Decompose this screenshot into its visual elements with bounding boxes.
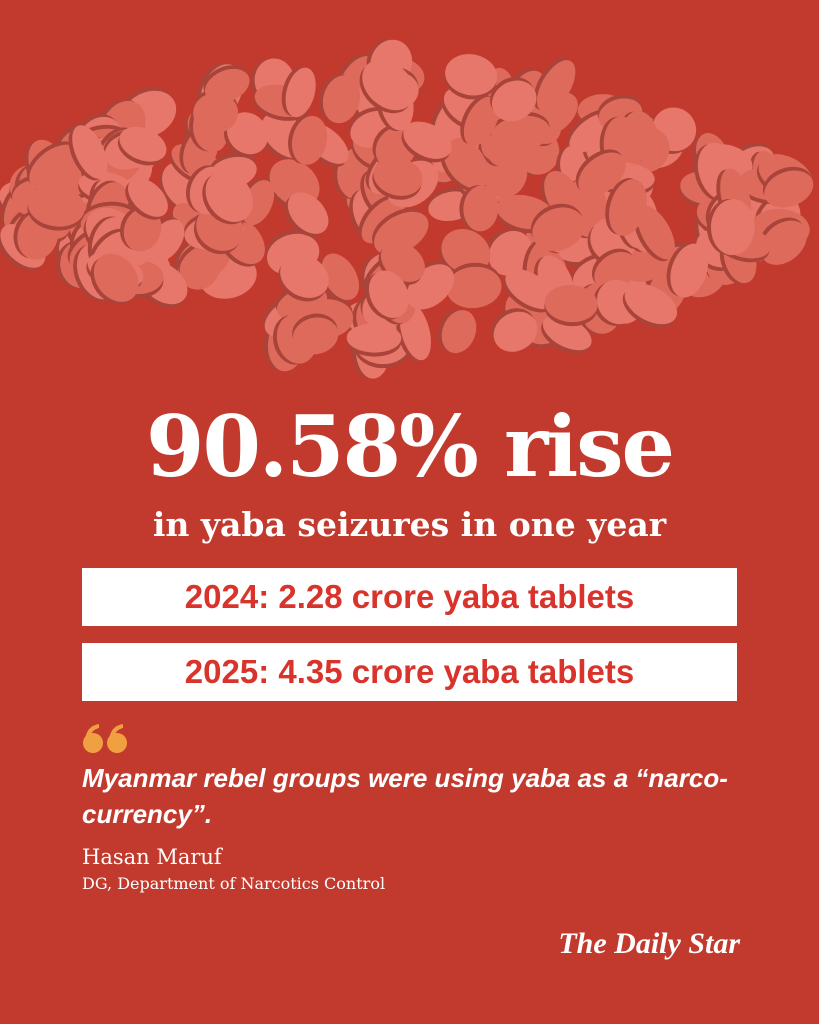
pill	[373, 157, 423, 196]
pill	[490, 115, 551, 153]
pill	[127, 177, 168, 217]
pill	[446, 266, 502, 309]
pill	[609, 179, 647, 236]
stat-box: 2024: 2.28 crore yaba tablets	[82, 568, 737, 626]
pill	[193, 92, 239, 134]
pill	[443, 137, 490, 189]
pill	[441, 229, 491, 274]
pill-pile	[0, 38, 814, 379]
logo: The Daily Star	[558, 927, 740, 960]
pill	[280, 254, 329, 298]
pill	[321, 253, 360, 301]
quote-icon	[83, 724, 127, 753]
pill	[322, 75, 361, 124]
pill	[463, 185, 499, 232]
pill	[346, 323, 402, 353]
pill	[72, 125, 108, 179]
pill	[29, 144, 82, 191]
pill	[226, 112, 269, 155]
quote-role: DG, Department of Narcotics Control	[82, 874, 386, 893]
pill	[670, 243, 709, 298]
pill	[594, 251, 637, 291]
pill	[491, 80, 537, 122]
pill	[362, 59, 415, 111]
pill	[291, 115, 328, 165]
pill	[27, 185, 85, 227]
pill	[532, 207, 585, 252]
pill	[493, 311, 538, 352]
pill	[205, 68, 250, 103]
pill	[764, 170, 814, 208]
quote-text: Myanmar rebel groups were using yaba as …	[82, 763, 728, 829]
pill	[505, 269, 556, 310]
pill	[760, 220, 807, 265]
pill	[578, 152, 626, 196]
pill	[287, 192, 329, 234]
pill	[93, 253, 139, 302]
pill	[488, 230, 533, 276]
quote-name: Hasan Maruf	[82, 845, 222, 869]
pill	[403, 121, 452, 159]
pill	[119, 126, 167, 162]
pill	[710, 199, 755, 256]
pill	[368, 270, 409, 318]
subheadline: in yaba seizures in one year	[152, 505, 667, 544]
pill	[637, 206, 675, 260]
pill	[441, 310, 477, 354]
pill	[292, 317, 339, 355]
pill	[285, 67, 316, 118]
stat-box: 2025: 4.35 crore yaba tablets	[82, 643, 737, 701]
pill	[445, 54, 498, 96]
headline: 90.58% rise	[146, 397, 675, 496]
pill	[380, 241, 425, 282]
pill	[544, 285, 598, 323]
pill	[537, 60, 576, 113]
pill	[463, 96, 500, 146]
pill	[205, 170, 253, 222]
pill	[624, 283, 678, 325]
